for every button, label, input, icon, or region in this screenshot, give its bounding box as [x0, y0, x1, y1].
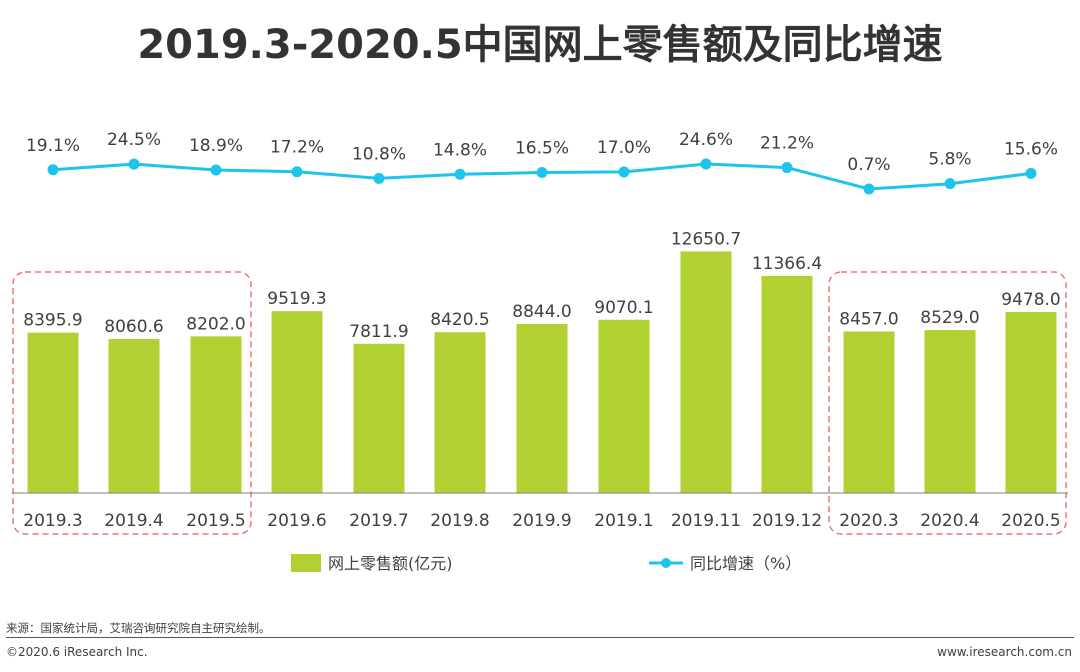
growth-value-label: 21.2%	[760, 134, 814, 154]
growth-point	[373, 172, 385, 184]
growth-value-label: 15.6%	[1004, 139, 1058, 159]
growth-point	[618, 166, 630, 178]
bar-2019.11	[680, 251, 732, 493]
legend-line-label: 同比增速（%）	[690, 554, 801, 573]
growth-point	[781, 162, 793, 174]
highlight-box-0	[12, 271, 252, 535]
x-tick-label: 2019.8	[430, 511, 489, 531]
x-tick-label: 2019.5	[186, 511, 245, 531]
growth-value-label: 10.8%	[352, 144, 406, 164]
growth-point	[454, 168, 466, 180]
growth-value-label: 19.1%	[26, 136, 80, 156]
growth-point	[944, 178, 956, 190]
growth-point	[536, 166, 548, 178]
bar-value-label: 9070.1	[594, 298, 653, 318]
bar-value-label: 8529.0	[920, 308, 979, 328]
growth-value-label: 16.5%	[515, 138, 569, 158]
bar-2019.1	[598, 319, 650, 493]
growth-value-label: 0.7%	[847, 155, 890, 175]
legend-bar-swatch	[291, 554, 321, 572]
growth-point	[291, 166, 303, 178]
growth-value-label: 17.2%	[270, 138, 324, 158]
bar-2020.3	[843, 331, 895, 493]
bar-2019.4	[108, 339, 160, 493]
bar-2019.7	[353, 343, 405, 493]
growth-point	[210, 164, 222, 176]
bar-value-label: 7811.9	[349, 322, 408, 342]
bar-value-label: 8060.6	[104, 317, 163, 337]
growth-point	[863, 183, 875, 195]
bar-2019.12	[761, 275, 813, 493]
growth-value-label: 17.0%	[597, 138, 651, 158]
growth-value-label: 5.8%	[928, 150, 971, 170]
bar-value-label: 9519.3	[267, 289, 326, 309]
website-link[interactable]: www.iresearch.com.cn	[937, 645, 1072, 659]
growth-point	[1025, 167, 1037, 179]
bar-value-label: 8202.0	[186, 314, 245, 334]
highlight-box-1	[828, 271, 1067, 535]
x-tick-label: 2019.9	[512, 511, 571, 531]
bar-value-label: 8844.0	[512, 302, 571, 322]
x-tick-label: 2019.11	[671, 511, 741, 531]
growth-value-label: 24.5%	[107, 130, 161, 150]
bar-value-label: 12650.7	[671, 229, 741, 249]
bar-2020.5	[1005, 311, 1057, 493]
bar-2020.4	[924, 330, 976, 493]
bar-2019.9	[516, 324, 568, 493]
footer-divider	[6, 637, 1074, 638]
x-tick-label: 2020.3	[839, 511, 898, 531]
x-tick-label: 2019.1	[594, 511, 653, 531]
bar-value-label: 9478.0	[1001, 290, 1060, 310]
bar-value-label: 8420.5	[430, 310, 489, 330]
x-tick-label: 2019.7	[349, 511, 408, 531]
growth-point	[700, 158, 712, 170]
x-tick-label: 2020.4	[920, 511, 979, 531]
growth-value-label: 18.9%	[189, 136, 243, 156]
x-tick-label: 2019.6	[267, 511, 326, 531]
bar-value-label: 11366.4	[752, 254, 822, 274]
x-tick-label: 2019.3	[23, 511, 82, 531]
bar-2019.5	[190, 336, 242, 493]
growth-value-label: 14.8%	[433, 140, 487, 160]
source-note: 来源：国家统计局，艾瑞咨询研究院自主研究绘制。	[6, 621, 271, 635]
copyright: ©2020.6 iResearch Inc.	[6, 645, 148, 659]
bar-2019.6	[271, 311, 323, 493]
x-tick-label: 2020.5	[1001, 511, 1060, 531]
legend-line-marker	[661, 558, 671, 568]
x-tick-label: 2019.4	[104, 511, 163, 531]
x-tick-label: 2019.12	[752, 511, 822, 531]
growth-value-label: 24.6%	[679, 130, 733, 150]
chart-title: 2019.3-2020.5中国网上零售额及同比增速	[137, 22, 943, 68]
legend-bar-label: 网上零售额(亿元)	[328, 554, 453, 573]
bar-2019.3	[27, 332, 79, 493]
bar-2019.8	[434, 332, 486, 493]
bar-value-label: 8395.9	[23, 311, 82, 331]
growth-point	[47, 164, 59, 176]
bar-value-label: 8457.0	[839, 309, 898, 329]
growth-point	[128, 158, 140, 170]
